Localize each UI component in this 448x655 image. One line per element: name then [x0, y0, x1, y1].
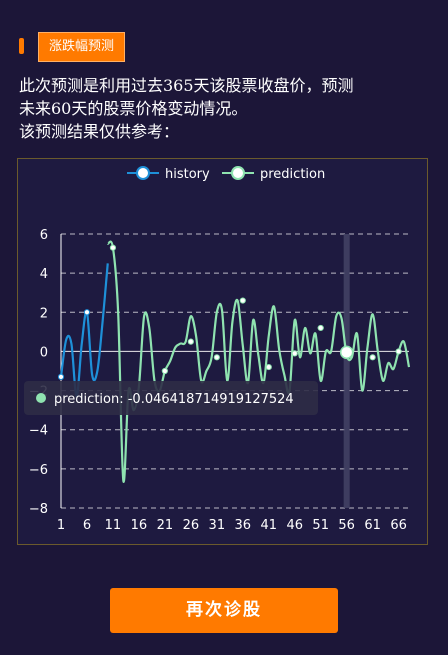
prediction-data-point[interactable] [187, 338, 194, 345]
forecast-tag: 涨跌幅预测 [38, 32, 126, 62]
history-data-point[interactable] [57, 373, 65, 380]
legend-history-marker [136, 166, 150, 180]
prediction-data-point[interactable] [161, 367, 168, 375]
description-line-3: 该预测结果仅供参考： [19, 122, 180, 141]
x-tick-label: 21 [157, 518, 174, 533]
prediction-data-point[interactable] [109, 244, 117, 251]
description-line-1: 此次预测是利用过去365天该股票收盘价，预测 [19, 76, 354, 95]
x-tick-label: 41 [260, 518, 277, 533]
x-tick-label: 1 [57, 518, 65, 533]
history-data-point[interactable] [83, 309, 91, 316]
prediction-data-point[interactable] [369, 354, 376, 361]
x-tick-label: 56 [338, 518, 355, 533]
x-tick-label: 16 [131, 518, 148, 533]
section-accent-bar [19, 38, 24, 54]
line-chart[interactable]: −8−6−4−2024616111621263136414651566166hi… [18, 159, 429, 546]
x-tick-label: 11 [105, 518, 122, 533]
diagnose-again-button[interactable]: 再次诊股 [110, 588, 338, 633]
prediction-data-point[interactable] [317, 324, 324, 332]
chart-panel[interactable]: −8−6−4−2024616111621263136414651566166hi… [17, 158, 428, 545]
prediction-data-point[interactable] [395, 348, 402, 355]
x-tick-label: 51 [312, 518, 329, 533]
legend-prediction-marker [231, 166, 245, 180]
x-tick-label: 26 [183, 518, 200, 533]
prediction-data-point[interactable] [291, 350, 298, 357]
y-tick-label: −4 [29, 424, 48, 439]
y-tick-label: 0 [40, 345, 48, 360]
prediction-data-point[interactable] [213, 354, 220, 361]
prediction-data-point[interactable] [239, 297, 246, 304]
legend-history-label[interactable]: history [165, 167, 210, 182]
tooltip-marker [36, 393, 46, 403]
x-tick-label: 66 [390, 518, 407, 533]
x-tick-label: 36 [235, 518, 252, 533]
crosshair-band [343, 234, 350, 508]
x-tick-label: 46 [286, 518, 303, 533]
description: 此次预测是利用过去365天该股票收盘价，预测 未来60天的股票价格变动情况。 该… [19, 74, 439, 143]
x-tick-label: 31 [209, 518, 226, 533]
history-series-line [59, 263, 109, 398]
prediction-data-point[interactable] [265, 363, 272, 371]
y-tick-label: 6 [40, 228, 48, 243]
y-tick-label: −8 [29, 502, 48, 517]
y-tick-label: 2 [40, 306, 48, 321]
description-line-2: 未来60天的股票价格变动情况。 [19, 99, 248, 118]
tooltip-label: prediction: -0.046418714919127524 [54, 392, 294, 407]
x-tick-label: 6 [83, 518, 91, 533]
y-tick-label: −6 [29, 463, 48, 478]
x-tick-label: 61 [364, 518, 381, 533]
legend-prediction-label[interactable]: prediction [260, 167, 325, 182]
tooltip-box [24, 381, 318, 415]
prediction-series-line [106, 240, 411, 483]
highlight-point[interactable] [339, 345, 354, 360]
y-tick-label: 4 [40, 267, 48, 282]
